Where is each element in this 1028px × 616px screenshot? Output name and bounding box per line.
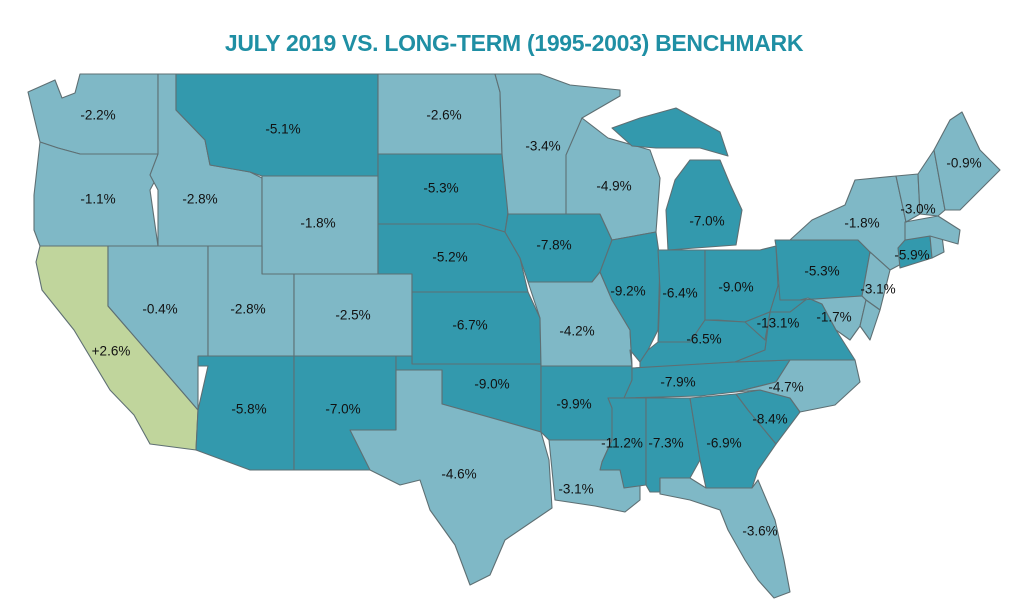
state-md: [799, 295, 867, 341]
value-label-in: -6.4%: [662, 286, 697, 301]
value-label-la: -3.1%: [558, 482, 593, 497]
value-label-mt: -5.1%: [265, 122, 300, 137]
value-label-al: -7.3%: [648, 436, 683, 451]
value-label-mo: -4.2%: [559, 324, 594, 339]
value-label-ia: -7.8%: [536, 238, 571, 253]
value-label-co: -2.5%: [335, 308, 370, 323]
value-label-nh: -3.0%: [900, 202, 935, 217]
value-label-nc: -4.7%: [768, 380, 803, 395]
value-label-ct: -5.9%: [894, 248, 929, 263]
map-title: JULY 2019 VS. LONG-TERM (1995-2003) BENC…: [224, 30, 804, 56]
value-label-nv: -0.4%: [142, 302, 177, 317]
value-label-ky: -6.5%: [686, 332, 721, 347]
value-label-fl: -3.6%: [742, 524, 777, 539]
value-label-wi: -4.9%: [596, 179, 631, 194]
value-label-nd: -2.6%: [426, 108, 461, 123]
state-or: [33, 141, 159, 247]
value-label-ms: -11.2%: [601, 436, 643, 451]
value-label-wy: -1.8%: [300, 216, 335, 231]
value-label-ar: -9.9%: [556, 397, 591, 412]
state-wi: [565, 117, 661, 241]
value-label-ne: -5.2%: [432, 250, 467, 265]
value-label-sc: -8.4%: [752, 412, 787, 427]
value-label-mi: -7.0%: [689, 214, 724, 229]
value-label-ny: -1.8%: [844, 216, 879, 231]
value-label-nj: -3.1%: [860, 282, 895, 297]
state-fl: [659, 477, 791, 599]
value-label-ok: -9.0%: [474, 377, 509, 392]
value-label-nm: -7.0%: [325, 402, 360, 417]
state-nc: [735, 359, 861, 413]
value-label-me: -0.9%: [946, 156, 981, 171]
value-label-il: -9.2%: [610, 284, 645, 299]
state-de: [859, 299, 881, 341]
value-label-tn: -7.9%: [660, 375, 695, 390]
state-mi: [665, 159, 743, 251]
value-label-pa: -5.3%: [804, 264, 839, 279]
value-label-wv: -13.1%: [757, 316, 800, 331]
value-label-ks: -6.7%: [452, 318, 487, 333]
value-label-tx: -4.6%: [441, 467, 476, 482]
state-tx: [349, 369, 553, 586]
value-label-id: -2.8%: [182, 192, 217, 207]
value-label-mn: -3.4%: [525, 139, 560, 154]
value-label-oh: -9.0%: [718, 280, 753, 295]
value-label-az: -5.8%: [231, 402, 266, 417]
value-label-ut: -2.8%: [230, 302, 265, 317]
value-label-or: -1.1%: [80, 192, 115, 207]
value-label-ca: +2.6%: [92, 344, 131, 359]
value-label-sd: -5.3%: [423, 181, 458, 196]
value-label-va: -1.7%: [816, 310, 851, 325]
state-mi-upper-peninsula: [611, 107, 729, 157]
value-label-ga: -6.9%: [706, 436, 741, 451]
state-me: [933, 111, 1001, 211]
value-label-wa: -2.2%: [80, 108, 115, 123]
state-nh: [917, 149, 946, 217]
